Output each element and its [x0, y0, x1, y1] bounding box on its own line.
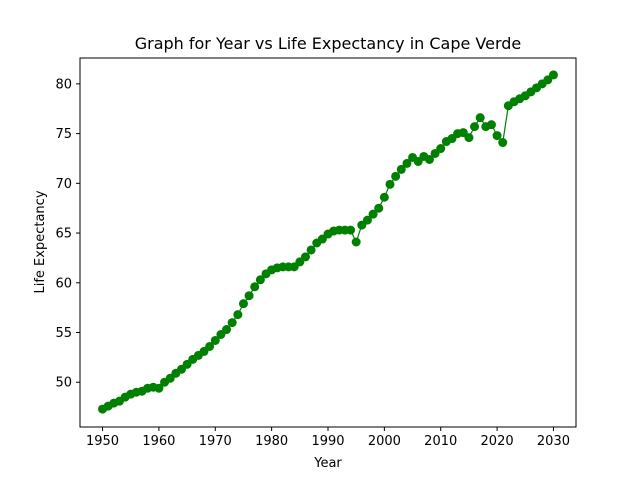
- data-point: [374, 203, 384, 213]
- plot-area: [98, 70, 558, 414]
- data-point: [436, 144, 446, 154]
- data-point: [498, 138, 508, 148]
- data-point: [210, 335, 220, 345]
- data-point: [464, 133, 474, 143]
- y-tick-label: 80: [55, 77, 72, 92]
- data-point: [205, 341, 215, 351]
- x-axis-ticks: 1950 1960 1970 1980 1990 2000 2010 2020 2030: [86, 427, 570, 449]
- data-point: [300, 252, 310, 262]
- data-point: [379, 192, 389, 202]
- data-point: [233, 310, 243, 320]
- data-point: [222, 325, 232, 335]
- data-point: [346, 225, 356, 235]
- y-tick-label: 60: [55, 276, 72, 291]
- y-tick-label: 55: [55, 326, 72, 341]
- x-tick-label: 1950: [86, 434, 119, 449]
- data-point: [238, 299, 248, 309]
- data-point: [154, 383, 164, 393]
- x-tick-label: 2010: [424, 434, 457, 449]
- data-point: [250, 282, 260, 292]
- x-tick-label: 1980: [255, 434, 288, 449]
- y-axis-label: Life Expectancy: [33, 190, 48, 293]
- series-markers: [98, 70, 558, 414]
- data-point: [492, 131, 502, 141]
- x-tick-label: 2030: [537, 434, 570, 449]
- data-point: [362, 215, 372, 225]
- data-point: [424, 154, 434, 164]
- data-point: [227, 318, 237, 328]
- data-point: [402, 158, 412, 168]
- data-point: [244, 291, 254, 301]
- data-point: [486, 120, 496, 130]
- data-point: [255, 275, 265, 285]
- data-point: [475, 113, 485, 123]
- y-tick-label: 70: [55, 177, 72, 192]
- data-point: [368, 209, 378, 219]
- x-axis-label: Year: [313, 456, 342, 471]
- data-point: [351, 237, 361, 247]
- y-tick-label: 75: [55, 127, 72, 142]
- x-tick-label: 2020: [481, 434, 514, 449]
- data-point: [396, 164, 406, 174]
- y-axis-ticks: 50 55 60 65 70 75 80: [55, 77, 80, 391]
- data-point: [385, 179, 395, 189]
- data-point: [306, 245, 316, 255]
- chart-title: Graph for Year vs Life Expectancy in Cap…: [135, 34, 522, 53]
- y-tick-label: 50: [55, 376, 72, 391]
- data-point: [391, 171, 401, 181]
- x-tick-label: 2000: [368, 434, 401, 449]
- x-tick-label: 1970: [199, 434, 232, 449]
- data-point: [470, 122, 480, 132]
- data-point: [548, 70, 558, 80]
- x-tick-label: 1960: [142, 434, 175, 449]
- x-tick-label: 1990: [311, 434, 344, 449]
- y-tick-label: 65: [55, 227, 72, 242]
